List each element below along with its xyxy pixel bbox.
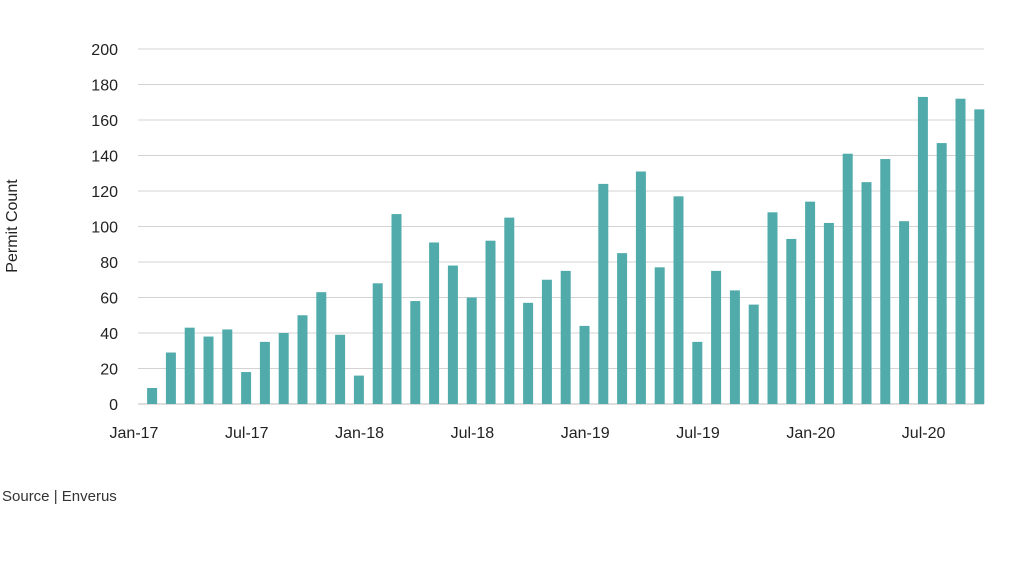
bar-Jul-20 bbox=[936, 143, 947, 404]
bar-Jun-19 bbox=[692, 341, 703, 404]
bar-Aug-18 bbox=[504, 217, 515, 404]
bar-Sep-20 bbox=[974, 109, 985, 404]
bar-Apr-19 bbox=[654, 267, 665, 404]
bar-Jul-19 bbox=[711, 270, 722, 404]
bar-Aug-19 bbox=[729, 290, 740, 404]
x-tick-label: Jul-17 bbox=[225, 425, 269, 442]
bar-Jul-17 bbox=[259, 341, 270, 404]
bar-Dec-19 bbox=[805, 201, 816, 404]
bar-May-18 bbox=[447, 265, 458, 404]
bar-Feb-18 bbox=[391, 214, 402, 404]
bar-Mar-17 bbox=[184, 327, 195, 404]
bar-Oct-17 bbox=[316, 292, 327, 404]
y-tick-label: 120 bbox=[91, 184, 118, 201]
source-note: Source | Enverus bbox=[2, 488, 117, 505]
bars bbox=[147, 96, 985, 405]
bar-Jun-20 bbox=[917, 96, 928, 405]
bar-Oct-18 bbox=[541, 279, 552, 404]
y-axis-ticks: 0 20 40 60 80 100 120 140 160 180 200 bbox=[91, 42, 118, 414]
bar-Jan-17 bbox=[147, 388, 158, 404]
y-tick-label: 140 bbox=[91, 149, 118, 166]
bar-Aug-17 bbox=[278, 333, 289, 404]
bar-Oct-19 bbox=[767, 212, 778, 404]
bar-Sep-17 bbox=[297, 315, 308, 404]
y-tick-label: 60 bbox=[100, 291, 118, 308]
y-tick-label: 0 bbox=[109, 397, 118, 414]
y-tick-label: 40 bbox=[100, 326, 118, 343]
y-tick-label: 200 bbox=[91, 42, 118, 59]
bar-Feb-20 bbox=[842, 153, 853, 404]
bar-Aug-20 bbox=[955, 98, 966, 404]
x-tick-label: Jan-19 bbox=[561, 425, 610, 442]
bar-Jul-18 bbox=[485, 240, 496, 404]
y-tick-label: 100 bbox=[91, 220, 118, 237]
x-tick-label: Jul-18 bbox=[451, 425, 495, 442]
bar-Mar-18 bbox=[410, 301, 421, 404]
bar-Nov-18 bbox=[560, 270, 571, 404]
bar-Mar-20 bbox=[861, 182, 872, 404]
y-tick-label: 160 bbox=[91, 113, 118, 130]
x-tick-label: Jan-17 bbox=[110, 425, 159, 442]
x-axis-ticks: Jan-17 Jul-17 Jan-18 Jul-18 Jan-19 Jul-19 Jan-… bbox=[110, 425, 946, 442]
bar-Jan-19 bbox=[598, 183, 609, 404]
bar-Jan-18 bbox=[372, 283, 383, 404]
x-tick-label: Jan-18 bbox=[335, 425, 384, 442]
bar-Sep-18 bbox=[523, 302, 534, 404]
bar-Nov-19 bbox=[786, 238, 797, 404]
bar-Dec-18 bbox=[579, 325, 590, 404]
bar-Apr-17 bbox=[203, 336, 214, 404]
bar-Jan-20 bbox=[823, 222, 834, 404]
bar-Jun-18 bbox=[466, 297, 477, 404]
x-tick-label: Jan-20 bbox=[786, 425, 835, 442]
bar-Mar-19 bbox=[635, 171, 646, 404]
bar-Feb-17 bbox=[165, 352, 176, 404]
y-tick-label: 20 bbox=[100, 362, 118, 379]
bar-May-17 bbox=[222, 329, 233, 404]
bar-Jun-17 bbox=[241, 372, 252, 404]
bar-May-20 bbox=[899, 221, 910, 404]
bar-Apr-18 bbox=[429, 242, 440, 404]
bar-Apr-20 bbox=[880, 159, 891, 404]
bar-Sep-19 bbox=[748, 304, 759, 404]
y-axis-label: Permit Count bbox=[4, 179, 21, 273]
bar-May-19 bbox=[673, 196, 684, 404]
bar-Feb-19 bbox=[617, 253, 628, 404]
x-tick-label: Jul-19 bbox=[676, 425, 720, 442]
x-tick-label: Jul-20 bbox=[902, 425, 946, 442]
bar-Dec-17 bbox=[353, 375, 364, 404]
y-tick-label: 80 bbox=[100, 255, 118, 272]
y-tick-label: 180 bbox=[91, 78, 118, 95]
bar-Nov-17 bbox=[335, 334, 346, 404]
